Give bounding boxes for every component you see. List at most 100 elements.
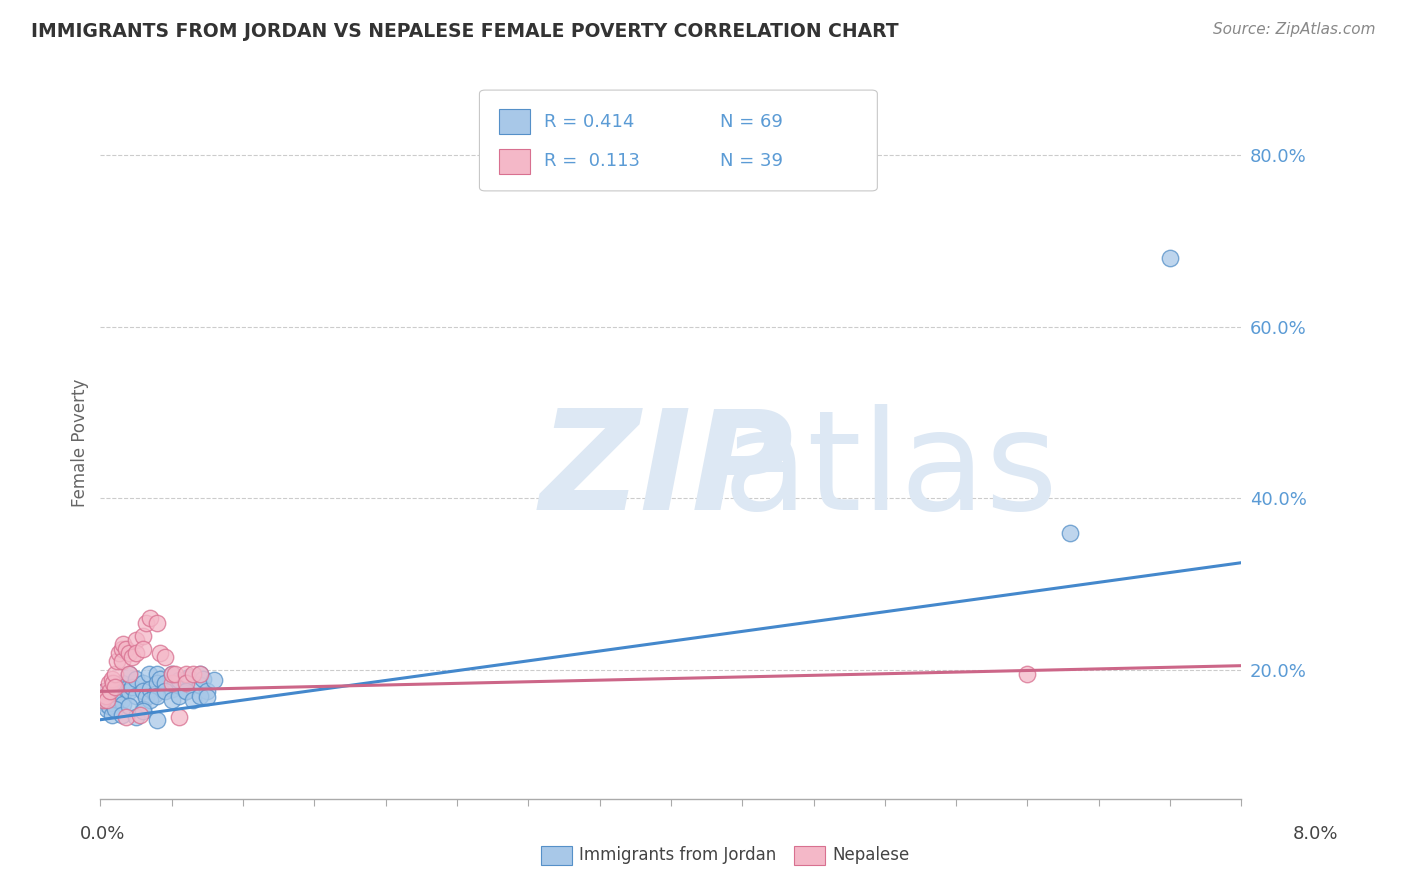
Point — [160, 667, 183, 681]
Point — [125, 710, 148, 724]
Point — [97, 687, 120, 701]
Point — [191, 672, 214, 686]
Point — [167, 689, 190, 703]
Point — [146, 667, 169, 681]
Point — [115, 710, 138, 724]
Point — [177, 670, 200, 684]
Point — [167, 673, 190, 688]
Text: R =  0.113: R = 0.113 — [544, 153, 640, 170]
Point — [195, 684, 218, 698]
Point — [121, 680, 143, 694]
Text: IMMIGRANTS FROM JORDAN VS NEPALESE FEMALE POVERTY CORRELATION CHART: IMMIGRANTS FROM JORDAN VS NEPALESE FEMAL… — [31, 22, 898, 41]
Point — [100, 696, 122, 710]
Point — [94, 689, 117, 703]
Point — [160, 676, 183, 690]
Point — [108, 646, 131, 660]
Point — [94, 689, 117, 703]
Point — [135, 690, 157, 705]
Point — [91, 693, 114, 707]
Point — [96, 690, 118, 705]
Point — [132, 676, 155, 690]
Point — [96, 693, 118, 707]
Point — [93, 684, 115, 698]
Point — [129, 707, 152, 722]
Point — [111, 641, 134, 656]
Point — [125, 689, 148, 703]
Text: Source: ZipAtlas.com: Source: ZipAtlas.com — [1212, 22, 1375, 37]
Point — [125, 672, 148, 686]
Point — [143, 687, 166, 701]
Point — [104, 667, 127, 681]
Point — [104, 701, 127, 715]
Point — [188, 667, 211, 681]
Point — [97, 676, 120, 690]
Point — [195, 690, 218, 705]
Point — [118, 698, 141, 713]
Text: 0.0%: 0.0% — [80, 825, 125, 843]
Point — [163, 667, 186, 681]
Point — [163, 676, 186, 690]
Point — [1159, 251, 1181, 265]
Point — [188, 689, 211, 703]
Text: atlas: atlas — [723, 403, 1057, 539]
Point — [153, 676, 176, 690]
Point — [174, 672, 197, 686]
Point — [204, 673, 226, 688]
Point — [107, 693, 129, 707]
Point — [125, 632, 148, 647]
Y-axis label: Female Poverty: Female Poverty — [72, 378, 89, 507]
Text: Nepalese: Nepalese — [832, 847, 910, 864]
Point — [103, 676, 125, 690]
Point — [139, 611, 162, 625]
Point — [104, 693, 127, 707]
Point — [107, 654, 129, 668]
Point — [118, 684, 141, 698]
Text: R = 0.414: R = 0.414 — [544, 112, 634, 131]
Point — [118, 667, 141, 681]
Point — [111, 676, 134, 690]
Point — [91, 693, 114, 707]
Point — [153, 650, 176, 665]
Point — [111, 693, 134, 707]
Point — [125, 646, 148, 660]
Point — [160, 693, 183, 707]
Text: Immigrants from Jordan: Immigrants from Jordan — [579, 847, 776, 864]
Point — [146, 676, 169, 690]
Point — [132, 701, 155, 715]
Point — [1017, 667, 1039, 681]
Point — [112, 637, 135, 651]
Point — [104, 684, 127, 698]
Point — [98, 684, 121, 698]
Point — [115, 681, 138, 696]
Point — [103, 689, 125, 703]
Point — [135, 615, 157, 630]
Point — [121, 650, 143, 665]
Point — [97, 698, 120, 713]
Point — [132, 704, 155, 718]
Text: ZIP: ZIP — [540, 403, 794, 539]
Point — [118, 667, 141, 681]
Point — [160, 681, 183, 696]
Point — [138, 667, 160, 681]
Point — [107, 680, 129, 694]
Point — [105, 690, 128, 705]
Point — [149, 646, 172, 660]
Point — [96, 701, 118, 715]
Point — [174, 667, 197, 681]
Point — [100, 672, 122, 686]
Point — [188, 667, 211, 681]
Point — [146, 689, 169, 703]
Text: N = 39: N = 39 — [720, 153, 783, 170]
Point — [139, 693, 162, 707]
Point — [108, 684, 131, 698]
Point — [188, 678, 211, 692]
Point — [100, 681, 122, 696]
Point — [104, 680, 127, 694]
Point — [132, 684, 155, 698]
Point — [146, 615, 169, 630]
Point — [139, 681, 162, 696]
Text: 8.0%: 8.0% — [1294, 825, 1339, 843]
Point — [118, 646, 141, 660]
Point — [111, 654, 134, 668]
Point — [1059, 525, 1081, 540]
